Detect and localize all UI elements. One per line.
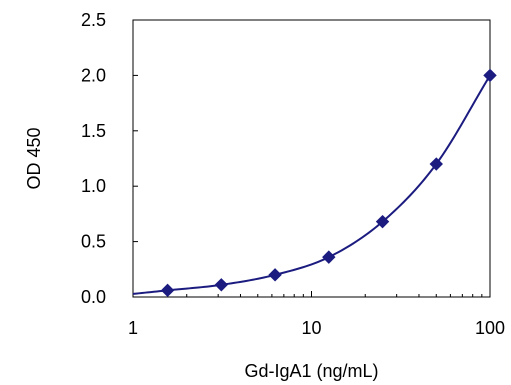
y-tick-label: 0.5 — [81, 232, 106, 252]
data-point — [375, 214, 390, 229]
data-point — [214, 278, 229, 292]
x-axis-ticks: 1 10 100 — [128, 291, 505, 338]
y-axis-ticks: 0.0 0.5 1.0 1.5 2.0 2.5 — [81, 10, 138, 307]
data-point — [429, 157, 443, 171]
y-tick-label: 1.5 — [81, 121, 106, 141]
fitted-curve — [132, 74, 491, 295]
x-tick-label: 1 — [128, 318, 138, 338]
data-points — [160, 68, 497, 298]
data-point — [322, 250, 336, 264]
y-tick-label: 0.0 — [81, 287, 106, 307]
data-point — [483, 68, 497, 83]
plot-area — [132, 19, 491, 298]
y-axis-title: OD 450 — [24, 127, 44, 189]
data-point — [268, 268, 282, 282]
data-point — [160, 283, 175, 298]
x-tick-label: 100 — [475, 318, 505, 338]
y-tick-label: 2.5 — [81, 10, 106, 30]
x-tick-label: 10 — [301, 318, 321, 338]
y-tick-label: 1.0 — [81, 176, 106, 196]
x-axis-title: Gd-IgA1 (ng/mL) — [244, 361, 378, 381]
y-tick-label: 2.0 — [81, 65, 106, 85]
